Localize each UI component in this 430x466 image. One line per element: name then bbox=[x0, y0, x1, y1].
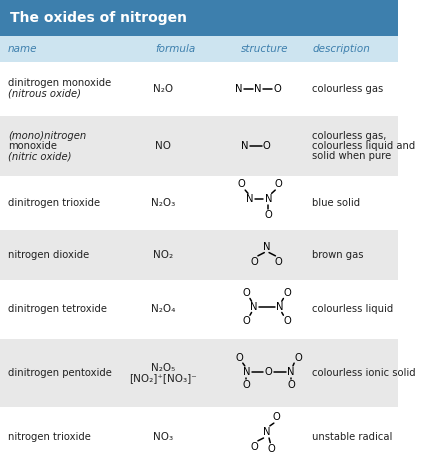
Text: structure: structure bbox=[241, 44, 288, 54]
Text: formula: formula bbox=[155, 44, 196, 54]
Text: O: O bbox=[274, 179, 282, 189]
Text: O: O bbox=[263, 141, 270, 151]
Bar bbox=[0, 62, 398, 116]
Text: O: O bbox=[283, 288, 291, 298]
Text: N: N bbox=[250, 302, 257, 312]
Text: O: O bbox=[283, 316, 291, 326]
Text: O: O bbox=[242, 288, 250, 298]
Text: O: O bbox=[251, 257, 258, 267]
Text: monoxide: monoxide bbox=[8, 141, 57, 151]
Text: The oxides of nitrogen: The oxides of nitrogen bbox=[10, 11, 187, 25]
Text: blue solid: blue solid bbox=[313, 198, 361, 208]
Text: NO₃: NO₃ bbox=[153, 432, 173, 442]
Text: O: O bbox=[287, 380, 295, 391]
Text: N: N bbox=[243, 366, 250, 377]
Text: O: O bbox=[267, 444, 275, 454]
Text: O: O bbox=[251, 442, 258, 452]
Bar bbox=[0, 230, 398, 280]
Text: O: O bbox=[265, 366, 273, 377]
Text: N₂O: N₂O bbox=[153, 83, 173, 94]
Text: brown gas: brown gas bbox=[313, 250, 364, 260]
Text: N: N bbox=[263, 241, 270, 252]
Text: N: N bbox=[235, 83, 243, 94]
Text: description: description bbox=[313, 44, 370, 54]
Bar bbox=[0, 407, 398, 466]
Text: dinitrogen pentoxide: dinitrogen pentoxide bbox=[8, 368, 112, 378]
Text: nitrogen trioxide: nitrogen trioxide bbox=[8, 432, 91, 442]
Text: O: O bbox=[235, 352, 243, 363]
Bar bbox=[0, 36, 398, 62]
Text: O: O bbox=[242, 316, 250, 326]
Text: N₂O₄: N₂O₄ bbox=[151, 304, 175, 314]
Bar bbox=[0, 176, 398, 230]
Text: solid when pure: solid when pure bbox=[313, 151, 392, 161]
Bar bbox=[0, 338, 398, 407]
Text: colourless gas: colourless gas bbox=[313, 83, 384, 94]
Text: (mono)nitrogen: (mono)nitrogen bbox=[8, 130, 86, 141]
Text: (nitrous oxide): (nitrous oxide) bbox=[8, 89, 81, 99]
Text: O: O bbox=[273, 83, 281, 94]
Text: dinitrogen tetroxide: dinitrogen tetroxide bbox=[8, 304, 107, 314]
Text: O: O bbox=[273, 412, 280, 422]
Text: name: name bbox=[8, 44, 37, 54]
Text: O: O bbox=[264, 210, 272, 220]
Text: O: O bbox=[275, 257, 283, 267]
Text: [NO₂]⁺[NO₃]⁻: [NO₂]⁺[NO₃]⁻ bbox=[129, 373, 197, 383]
Text: unstable radical: unstable radical bbox=[313, 432, 393, 442]
Text: dinitrogen trioxide: dinitrogen trioxide bbox=[8, 198, 100, 208]
Text: colourless liquid: colourless liquid bbox=[313, 304, 394, 314]
Text: colourless ionic solid: colourless ionic solid bbox=[313, 368, 416, 378]
Text: N: N bbox=[254, 83, 262, 94]
Text: N: N bbox=[263, 427, 270, 437]
Text: N: N bbox=[265, 194, 272, 205]
Text: colourless liquid and: colourless liquid and bbox=[313, 141, 416, 151]
Text: N: N bbox=[246, 194, 253, 205]
Bar bbox=[0, 280, 398, 338]
Text: N₂O₃: N₂O₃ bbox=[151, 198, 175, 208]
Bar bbox=[0, 0, 398, 36]
Text: N: N bbox=[287, 366, 295, 377]
Text: O: O bbox=[238, 179, 246, 189]
Text: (nitric oxide): (nitric oxide) bbox=[8, 151, 71, 161]
Text: O: O bbox=[243, 380, 250, 391]
Text: colourless gas,: colourless gas, bbox=[313, 130, 387, 141]
Text: NO₂: NO₂ bbox=[153, 250, 173, 260]
Bar bbox=[0, 116, 398, 176]
Text: N₂O₅: N₂O₅ bbox=[151, 363, 175, 373]
Text: NO: NO bbox=[155, 141, 171, 151]
Text: dinitrogen monoxide: dinitrogen monoxide bbox=[8, 78, 111, 89]
Text: N: N bbox=[276, 302, 283, 312]
Text: nitrogen dioxide: nitrogen dioxide bbox=[8, 250, 89, 260]
Text: N: N bbox=[241, 141, 249, 151]
Text: O: O bbox=[294, 352, 302, 363]
